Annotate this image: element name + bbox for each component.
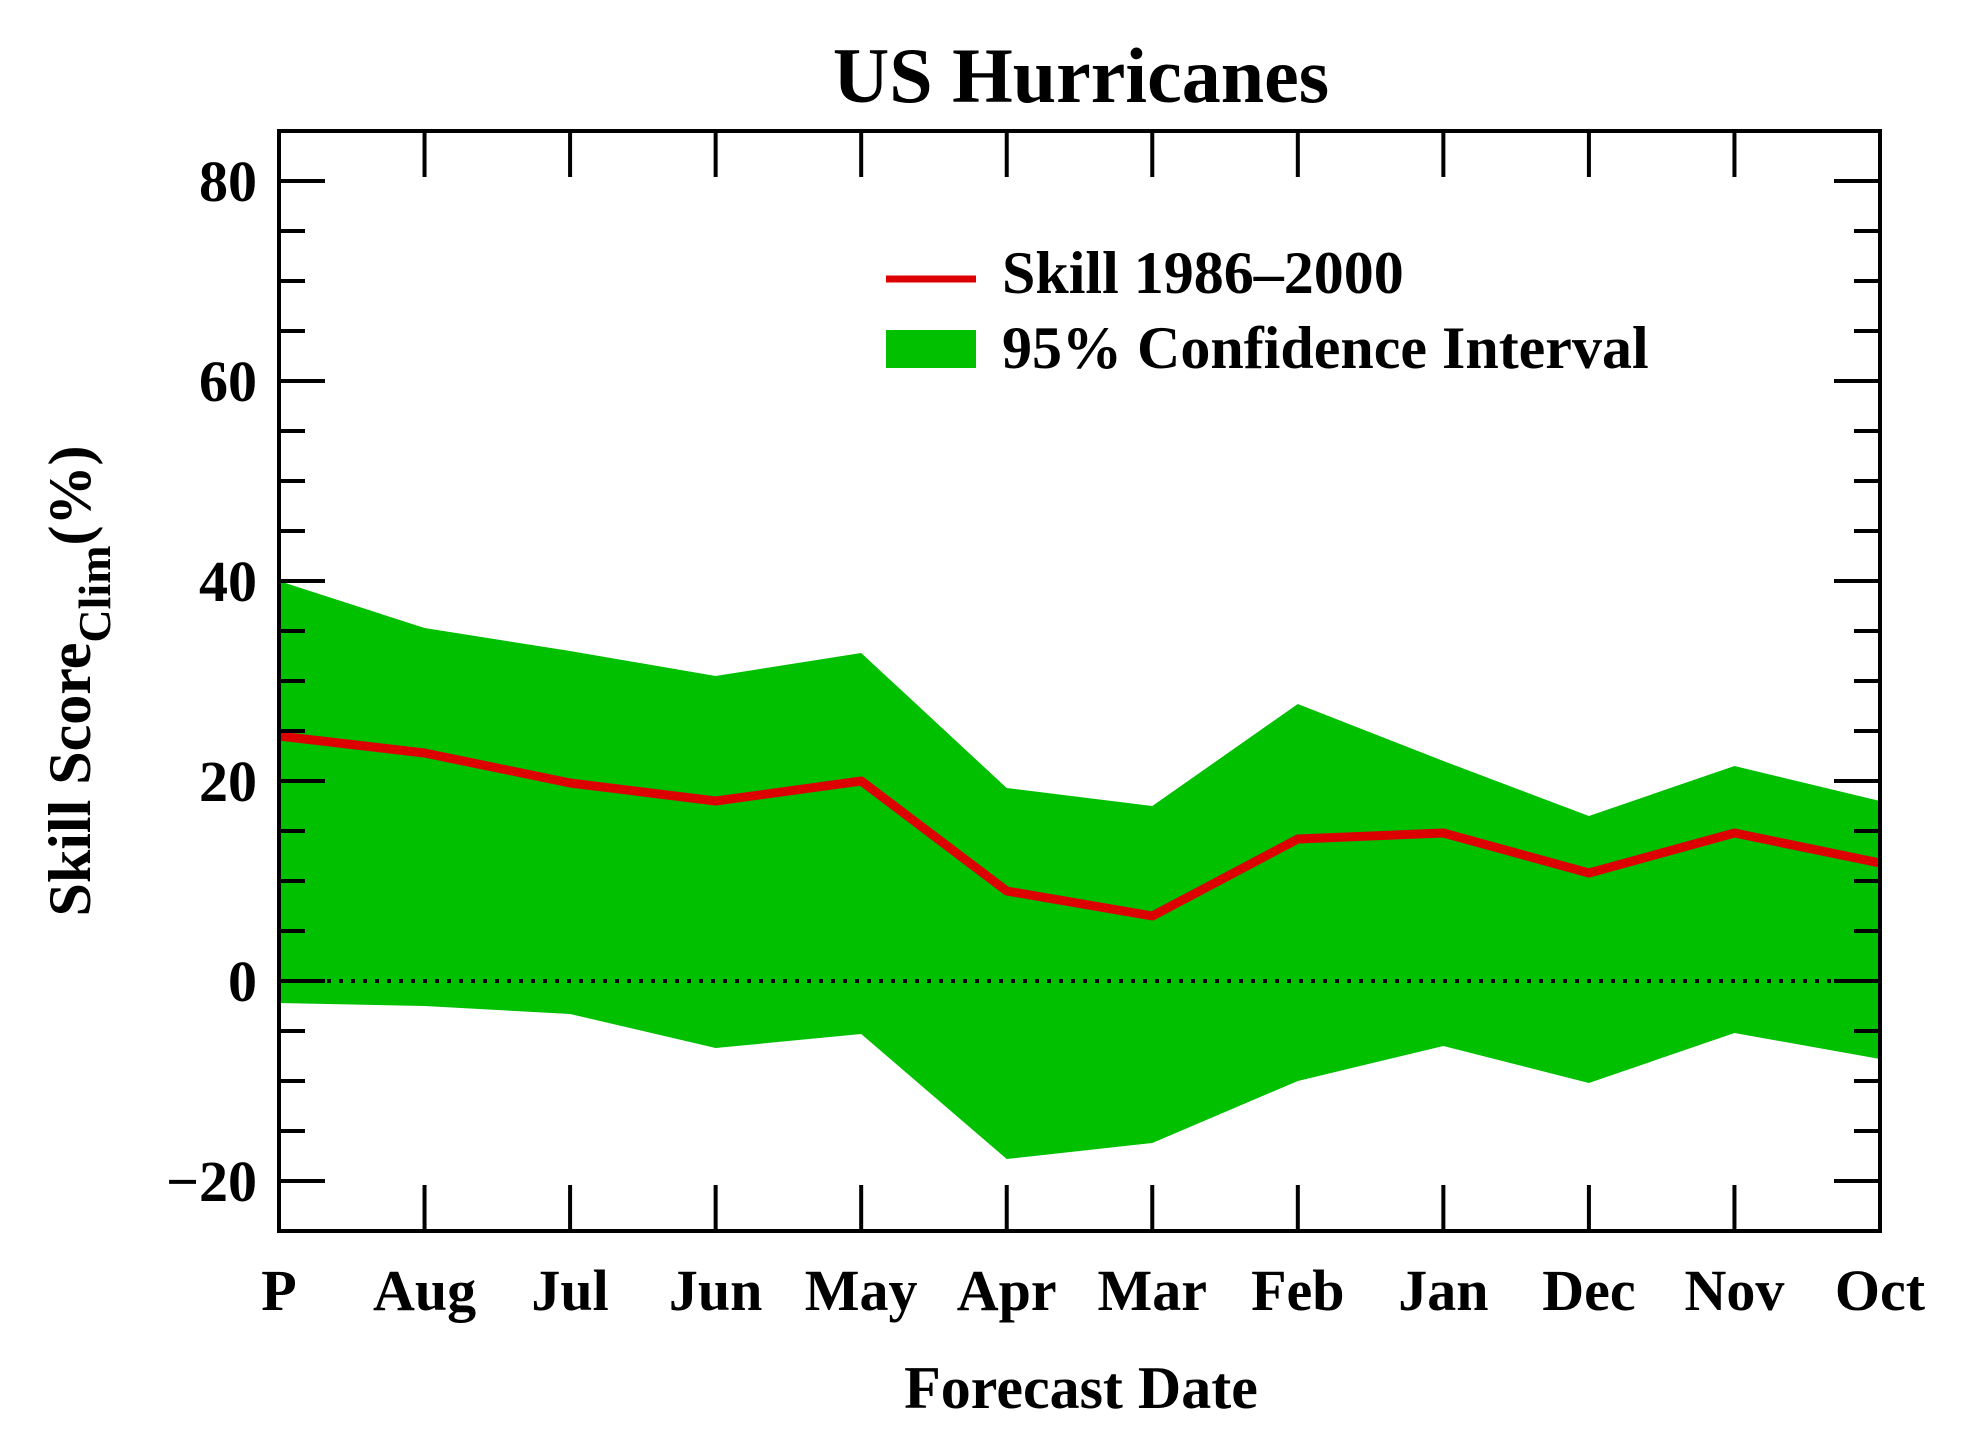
- x-tick-label-nov: Nov: [1685, 1258, 1785, 1323]
- y-axis-title-main: Skill Score: [37, 643, 103, 917]
- plot-frame: [277, 129, 1882, 1233]
- confidence-band: [279, 581, 1880, 1159]
- x-axis-title: Forecast Date: [904, 1355, 1258, 1421]
- y-tick-label: −20: [166, 1149, 257, 1214]
- x-tick-label-p: P: [261, 1258, 296, 1323]
- y-tick-label: 40: [199, 549, 257, 614]
- y-tick-labels: −20 0 20 40 60 80: [166, 149, 257, 1214]
- x-tick-labels: P Aug Jul Jun May Apr Mar Feb Jan Dec Nov Oct: [261, 1258, 1925, 1323]
- y-tick-label: 0: [228, 949, 257, 1014]
- x-tick-label-jun: Jun: [669, 1258, 763, 1323]
- x-tick-label-jul: Jul: [531, 1258, 608, 1323]
- legend-label-band: 95% Confidence Interval: [1002, 315, 1649, 381]
- series-point-apr: [1004, 889, 1009, 893]
- x-tick-label-jan: Jan: [1398, 1258, 1488, 1323]
- y-axis-title: Skill ScoreClim(%): [37, 445, 120, 916]
- legend-label-skill: Skill 1986–2000: [1002, 240, 1404, 306]
- x-tick-label-mar: Mar: [1098, 1258, 1208, 1323]
- x-tick-label-aug: Aug: [373, 1258, 476, 1323]
- series-point-dec: [1586, 871, 1591, 875]
- x-tick-label-may: May: [805, 1258, 918, 1323]
- series-point-mar: [1150, 914, 1155, 918]
- y-axis-title-unit: (%): [37, 445, 103, 545]
- series-point-nov: [1732, 831, 1737, 835]
- legend: Skill 1986–2000 95% Confidence Interval: [886, 240, 1649, 381]
- confidence-band-layer: [279, 581, 1880, 1159]
- y-axis-title-subscript: Clim: [69, 545, 120, 642]
- x-tick-label-apr: Apr: [957, 1258, 1057, 1323]
- series-point-feb: [1295, 837, 1300, 841]
- y-tick-label: 20: [199, 749, 257, 814]
- series-point-jul: [568, 781, 573, 785]
- series-point-aug: [422, 751, 427, 755]
- y-tick-label: 60: [199, 349, 257, 414]
- skill-line-layer: [277, 731, 1882, 921]
- legend-band-swatch: [886, 330, 976, 368]
- series-line-0: [278, 731, 1881, 921]
- series-point-jun: [713, 799, 718, 803]
- y-tick-label: 80: [199, 149, 257, 214]
- series-point-jan: [1441, 831, 1446, 835]
- tick-marks-layer: [279, 131, 1880, 1231]
- series-point-may: [859, 779, 864, 783]
- x-tick-label-oct: Oct: [1835, 1258, 1926, 1323]
- chart-title: US Hurricanes: [833, 32, 1329, 119]
- x-tick-label-feb: Feb: [1251, 1258, 1344, 1323]
- x-tick-label-dec: Dec: [1542, 1258, 1635, 1323]
